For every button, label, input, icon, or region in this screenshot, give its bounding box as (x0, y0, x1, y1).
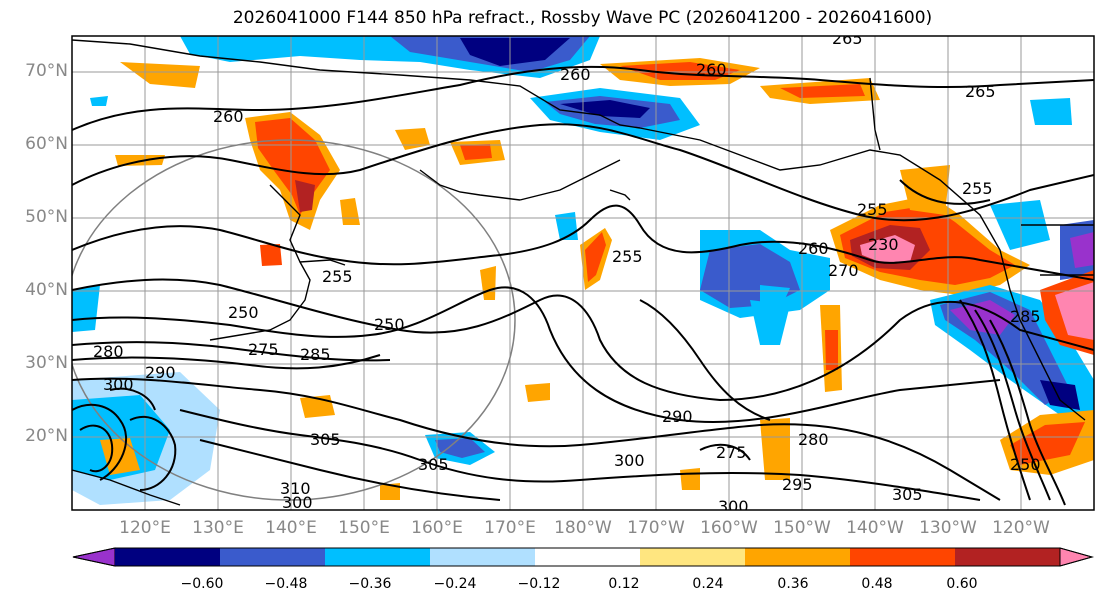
lat-label: 70°N (25, 61, 68, 81)
contour-label: 275 (716, 443, 747, 462)
colorbar-swatch (850, 548, 955, 566)
contour-label: 255 (962, 179, 993, 198)
lon-label: 130°W (919, 518, 977, 538)
contour-label: 300 (614, 451, 645, 470)
colorbar-tick: 0.36 (777, 576, 809, 592)
colorbar-tick: 0.48 (861, 576, 893, 592)
contour-label: 290 (145, 363, 176, 382)
coastlines (72, 39, 1094, 506)
lon-label: 160°E (411, 518, 463, 538)
contour-label: 310 (280, 479, 311, 498)
contour-label: 230 (868, 235, 899, 254)
colorbar-swatch (220, 548, 325, 566)
contour-label: 265 (832, 29, 863, 48)
lon-label: 140°W (846, 518, 904, 538)
contour-label: 290 (662, 407, 693, 426)
contour-label: 280 (93, 342, 124, 361)
lon-label: 130°E (192, 518, 244, 538)
map-frame (71, 35, 1095, 511)
lat-label: 50°N (25, 207, 68, 227)
colorbar-swatch (325, 548, 430, 566)
colorbar-tick: 0.12 (608, 576, 640, 592)
colorbar-tick: −0.60 (180, 576, 224, 592)
contour-label: 285 (1010, 307, 1041, 326)
colorbar-tick: 0.60 (946, 576, 978, 592)
lat-label: 20°N (25, 426, 68, 446)
colorbar-swatch (430, 548, 535, 566)
contour-label: 280 (798, 430, 829, 449)
contour-label: 300 (718, 497, 749, 516)
lat-label: 30°N (25, 353, 68, 373)
colorbar-swatch (745, 548, 850, 566)
colorbar-tick: −0.24 (433, 576, 477, 592)
colorbar-tick: −0.12 (517, 576, 561, 592)
colorbar-swatch (955, 548, 1060, 566)
colorbar (72, 547, 1094, 567)
contour-label: 265 (965, 82, 996, 101)
contour-label: 260 (798, 239, 829, 258)
contour-label: 250 (1010, 455, 1041, 474)
contour-label: 300 (282, 493, 313, 512)
contour-lines (72, 65, 1094, 506)
contour-labels: 265 260 260 260 265 255 255 255 255 250 … (93, 29, 1041, 516)
colorbar-swatch (72, 547, 116, 567)
contour-label: 255 (612, 247, 643, 266)
contour-label: 275 (248, 340, 279, 359)
colorbar-tick: 0.24 (692, 576, 724, 592)
map-title: 2026041000 F144 850 hPa refract., Rossby… (232, 8, 933, 28)
contour-label: 305 (310, 430, 341, 449)
lon-label: 170°E (484, 518, 536, 538)
map-content: 265 260 260 260 265 255 255 255 255 250 … (72, 29, 1094, 516)
contour-label: 260 (213, 107, 244, 126)
lon-label: 120°E (119, 518, 171, 538)
colorbar-swatch (115, 548, 220, 566)
contour-label: 260 (560, 65, 591, 84)
colorbar-swatch (535, 548, 640, 566)
lon-label: 170°W (627, 518, 685, 538)
colorbar-tick: −0.36 (348, 576, 392, 592)
lon-label: 160°W (700, 518, 758, 538)
colorbar-tick: −0.48 (264, 576, 308, 592)
contour-label: 250 (228, 303, 259, 322)
colorbar-swatch (640, 548, 745, 566)
lon-label: 180°W (554, 518, 612, 538)
colorbar-swatch (1059, 547, 1094, 567)
lon-label: 150°E (338, 518, 390, 538)
colorbar-frame (72, 547, 1094, 567)
lon-label: 150°W (773, 518, 831, 538)
contour-label: 250 (374, 315, 405, 334)
lat-label: 40°N (25, 280, 68, 300)
contour-label: 270 (828, 261, 859, 280)
contour-label: 305 (418, 455, 449, 474)
contour-label: 255 (857, 200, 888, 219)
contour-label: 260 (696, 60, 727, 79)
contour-label: 255 (322, 267, 353, 286)
contour-label: 285 (300, 345, 331, 364)
contour-label: 300 (103, 375, 134, 394)
contour-label: 305 (892, 485, 923, 504)
lon-label: 140°E (265, 518, 317, 538)
contour-label: 295 (782, 475, 813, 494)
region-circle (72, 139, 516, 501)
lon-label: 120°W (992, 518, 1050, 538)
lat-label: 60°N (25, 134, 68, 154)
